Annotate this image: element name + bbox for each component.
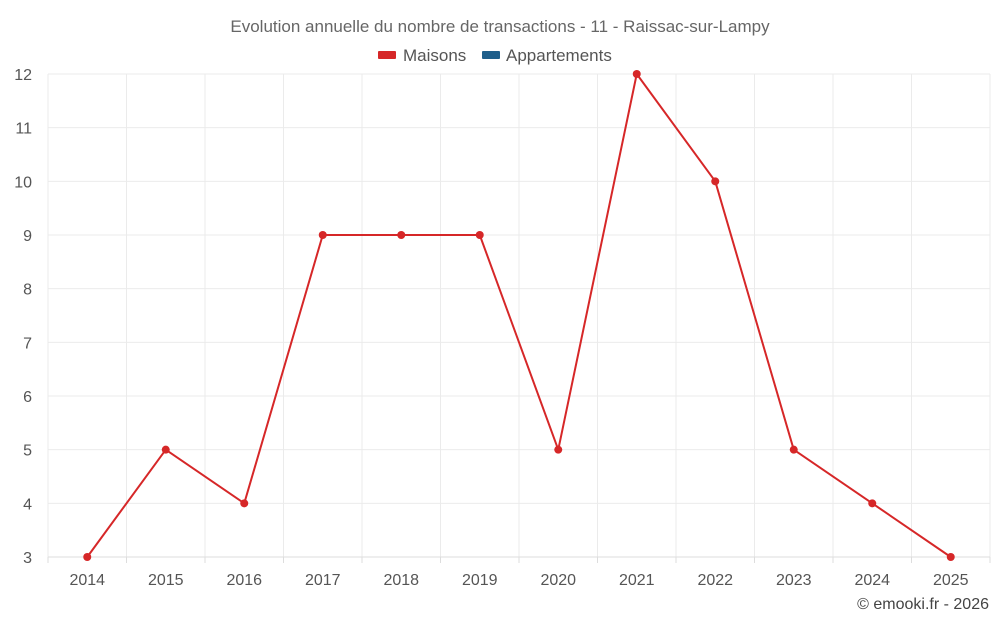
legend-swatch[interactable] — [482, 51, 500, 59]
legend-swatch[interactable] — [378, 51, 396, 59]
legend-label[interactable]: Maisons — [403, 46, 466, 65]
data-point[interactable] — [946, 553, 955, 561]
data-point[interactable] — [475, 231, 484, 239]
x-tick-label: 2024 — [854, 572, 890, 589]
y-tick-label: 3 — [23, 550, 32, 567]
data-point[interactable] — [789, 445, 798, 454]
data-point[interactable] — [868, 499, 877, 508]
series-line-maisons — [86, 73, 952, 558]
data-point[interactable] — [711, 177, 720, 186]
y-axis-ticks: 3 4 5 6 7 8 9 10 11 12 — [14, 67, 32, 567]
data-point[interactable] — [83, 553, 92, 561]
y-tick-label: 12 — [14, 67, 32, 84]
y-tick-label: 9 — [23, 228, 32, 245]
credit-text: © emooki.fr - 2026 — [857, 596, 989, 613]
data-point[interactable] — [554, 445, 563, 454]
data-point[interactable] — [318, 231, 327, 239]
x-axis-ticks: 2014 2015 2016 2017 2018 2019 2020 2021 2022 2023… — [69, 572, 968, 589]
x-tick-label: 2019 — [462, 572, 498, 589]
x-tick-label: 2020 — [540, 572, 576, 589]
y-tick-label: 7 — [23, 335, 32, 352]
x-tick-label: 2017 — [305, 572, 341, 589]
x-tick-label: 2016 — [226, 572, 262, 589]
data-point[interactable] — [632, 70, 641, 78]
y-tick-label: 5 — [23, 443, 32, 460]
y-tick-label: 6 — [23, 389, 32, 406]
x-tick-label: 2021 — [619, 572, 655, 589]
x-tick-label: 2023 — [776, 572, 812, 589]
x-tick-label: 2025 — [933, 572, 969, 589]
x-tick-label: 2022 — [697, 572, 733, 589]
x-tick-label: 2014 — [69, 572, 105, 589]
y-tick-label: 8 — [23, 282, 32, 299]
y-tick-label: 4 — [23, 496, 32, 513]
x-tick-label: 2018 — [383, 572, 419, 589]
legend: Maisons Appartements — [378, 46, 612, 65]
y-tick-label: 10 — [14, 174, 32, 191]
data-point[interactable] — [240, 499, 249, 508]
x-tick-label: 2015 — [148, 572, 184, 589]
data-point[interactable] — [161, 445, 170, 454]
legend-label[interactable]: Appartements — [506, 46, 612, 65]
grid — [47, 73, 991, 563]
series-group — [83, 70, 955, 561]
chart-title: Evolution annuelle du nombre de transact… — [230, 17, 770, 36]
y-tick-label: 11 — [15, 121, 32, 138]
data-point[interactable] — [397, 231, 406, 239]
